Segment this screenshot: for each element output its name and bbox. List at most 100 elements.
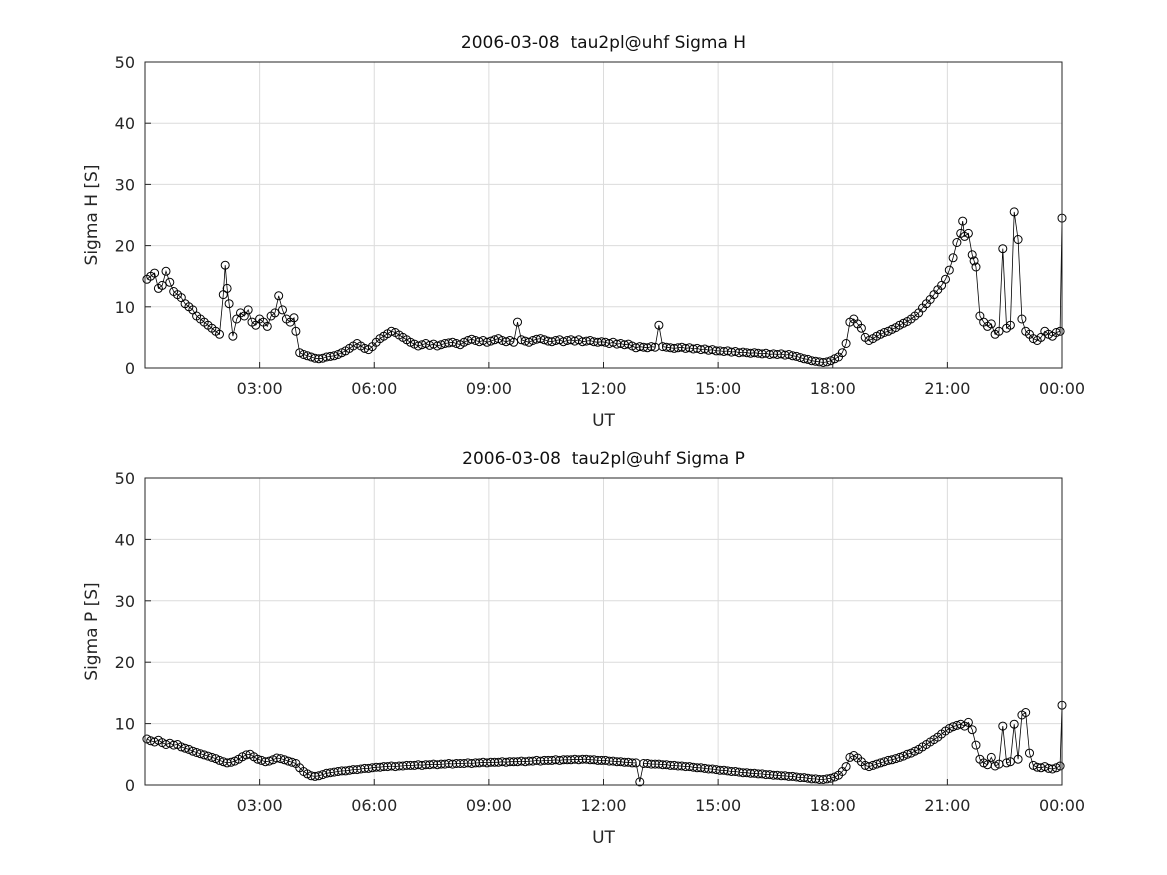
data-point-marker	[224, 299, 234, 309]
data-point-marker	[646, 342, 656, 352]
data-point-marker	[1017, 314, 1027, 324]
data-point-marker	[165, 277, 175, 287]
data-point-marker	[1005, 320, 1015, 330]
data-point-marker	[967, 250, 977, 260]
data-point-marker	[948, 253, 958, 263]
data-point-marker	[837, 348, 847, 358]
x-axis-label: UT	[592, 411, 615, 431]
data-point-marker	[1021, 708, 1031, 717]
y-tick-label: 20	[115, 653, 135, 672]
data-point-marker	[986, 319, 996, 329]
x-tick-label: 15:00	[695, 796, 741, 815]
data-point-marker	[895, 752, 905, 762]
y-axis-label: Sigma P [S]	[82, 582, 102, 680]
x-tick-label: 03:00	[237, 379, 283, 398]
data-point-marker	[856, 323, 866, 333]
data-point-marker	[180, 743, 190, 753]
panel-2: 03:00 06:00 09:00 12:00 15:00 18:00 21:00 00:00…	[82, 449, 1085, 848]
y-axis-label: Sigma H [S]	[82, 165, 102, 266]
data-point-marker	[941, 274, 950, 284]
y-tick-label: 10	[115, 715, 135, 734]
data-point-marker	[220, 260, 230, 270]
data-point-marker	[967, 725, 977, 735]
data-point-marker	[161, 266, 171, 276]
x-tick-label: 15:00	[695, 379, 741, 398]
data-point-marker	[1009, 207, 1019, 217]
data-point-marker	[958, 216, 968, 226]
x-tick-label: 03:00	[237, 796, 283, 815]
data-point-marker	[270, 308, 280, 318]
x-tick-label: 06:00	[351, 796, 397, 815]
data-point-marker	[822, 357, 832, 367]
data-point-marker	[998, 721, 1008, 731]
y-tick-label: 40	[115, 114, 135, 133]
chart-title: 2006-03-08 tau2pl@uhf Sigma H	[461, 33, 746, 53]
x-tick-label: 09:00	[466, 796, 512, 815]
data-point-marker	[386, 326, 396, 336]
data-point-marker	[902, 749, 912, 759]
data-point-marker	[1055, 761, 1065, 771]
data-point-marker	[329, 351, 339, 361]
data-point-marker	[1025, 748, 1034, 758]
x-tick-label: 18:00	[810, 379, 856, 398]
x-tick-label: 12:00	[580, 796, 626, 815]
data-point-marker	[215, 329, 224, 339]
data-point-marker	[1051, 328, 1061, 337]
y-tick-label: 50	[115, 53, 135, 72]
data-point-marker	[264, 756, 274, 766]
data-point-marker	[1047, 764, 1057, 774]
chart-title: 2006-03-08 tau2pl@uhf Sigma P	[462, 449, 745, 469]
data-point-marker	[274, 291, 284, 301]
data-point-marker	[291, 326, 301, 336]
x-tick-label: 21:00	[924, 379, 970, 398]
x-tick-label: 00:00	[1039, 796, 1085, 815]
panel-1: 03:00 06:00 09:00 12:00 15:00 18:00 21:00 00:00…	[82, 33, 1085, 431]
data-point-marker	[627, 758, 637, 768]
y-tick-label: 0	[125, 359, 135, 378]
x-tick-label: 21:00	[924, 796, 970, 815]
y-tick-label: 0	[125, 776, 135, 795]
data-point-marker	[963, 717, 973, 727]
data-point-marker	[841, 339, 851, 348]
data-point-marker	[1055, 326, 1065, 336]
data-point-marker	[994, 326, 1004, 336]
data-point-marker	[226, 757, 236, 767]
data-point-marker	[243, 305, 253, 315]
data-point-marker	[228, 331, 238, 341]
data-point-marker	[998, 244, 1008, 254]
x-tick-label: 18:00	[810, 796, 856, 815]
x-tick-label: 00:00	[1039, 379, 1085, 398]
data-point-marker	[222, 283, 232, 293]
y-tick-label: 40	[115, 530, 135, 549]
x-tick-label: 12:00	[580, 379, 626, 398]
data-point-marker	[262, 321, 272, 331]
y-tick-label: 50	[115, 469, 135, 488]
data-point-marker	[879, 328, 889, 337]
x-tick-label: 06:00	[351, 379, 397, 398]
data-point-marker	[986, 752, 996, 762]
data-point-marker	[1002, 758, 1012, 768]
data-point-marker	[654, 320, 664, 330]
data-point-marker	[944, 265, 954, 275]
data-point-marker	[1013, 235, 1023, 244]
data-point-marker	[969, 256, 979, 266]
data-point-marker	[513, 317, 522, 327]
data-point-marker	[963, 228, 973, 238]
data-point-marker	[150, 268, 160, 278]
data-point-marker	[1013, 754, 1023, 764]
y-tick-label: 20	[115, 237, 135, 256]
data-line	[146, 211, 1063, 363]
y-tick-label: 10	[115, 298, 135, 317]
data-point-marker	[1009, 719, 1019, 729]
x-tick-label: 09:00	[466, 379, 512, 398]
x-axis-label: UT	[592, 828, 615, 848]
data-point-marker	[635, 777, 645, 787]
y-tick-label: 30	[115, 175, 135, 194]
data-point-marker	[841, 762, 851, 772]
data-point-marker	[289, 313, 299, 323]
y-tick-label: 30	[115, 592, 135, 611]
data-point-marker	[157, 280, 167, 290]
data-point-marker	[971, 740, 981, 750]
